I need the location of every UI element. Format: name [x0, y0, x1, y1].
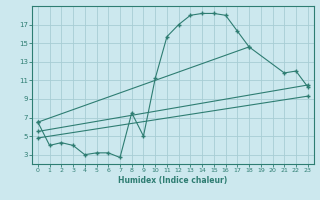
- X-axis label: Humidex (Indice chaleur): Humidex (Indice chaleur): [118, 176, 228, 185]
